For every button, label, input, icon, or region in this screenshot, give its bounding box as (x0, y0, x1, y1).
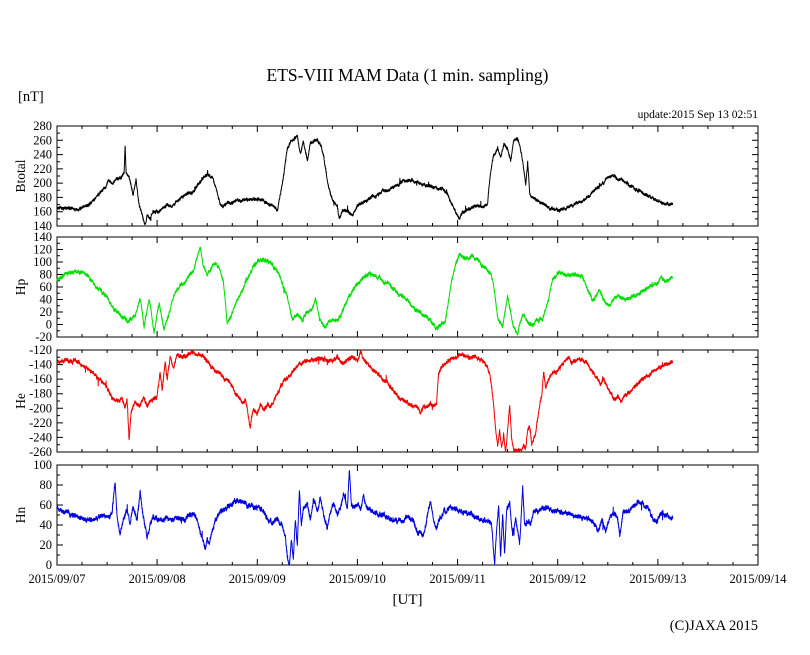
x-tick-label: 2015/09/12 (529, 572, 586, 586)
y-tick-label: 80 (40, 478, 53, 492)
x-tick-label: 2015/09/07 (29, 572, 86, 586)
ticks-He (56, 349, 759, 453)
y-tick-label: -220 (29, 416, 52, 430)
y-tick-label: -180 (29, 387, 52, 401)
panel-frame-Btotal (56, 125, 759, 227)
y-axis-title-He: He (13, 393, 28, 409)
ticks-Btotal (56, 125, 759, 227)
y-axis-title-Hp: Hp (13, 279, 28, 296)
y-tick-label: 20 (40, 305, 53, 319)
y-tick-label: -260 (29, 445, 52, 459)
y-tick-label: 80 (40, 268, 53, 282)
y-tick-label: -160 (29, 372, 52, 386)
y-tick-label: 140 (33, 219, 52, 233)
y-tick-label: 60 (40, 498, 53, 512)
y-tick-label: 40 (40, 293, 53, 307)
y-unit-label: [nT] (18, 89, 44, 105)
Btotal-series-line (56, 134, 674, 226)
y-tick-label: 0 (46, 558, 52, 572)
y-tick-label: 200 (33, 176, 52, 190)
y-tick-label: 100 (33, 458, 52, 472)
y-tick-label: -140 (29, 358, 52, 372)
x-tick-label: 2015/09/08 (129, 572, 186, 586)
Hn-series-line (56, 470, 674, 566)
y-tick-label: -20 (35, 330, 52, 344)
y-tick-label: -200 (29, 401, 52, 415)
y-tick-label: 220 (33, 162, 52, 176)
Hp-series-line (56, 246, 674, 336)
y-tick-label: -120 (29, 343, 52, 357)
x-tick-label: 2015/09/14 (730, 572, 788, 586)
x-tick-label: 2015/09/09 (229, 572, 286, 586)
He-series-line (56, 350, 674, 453)
y-tick-label: 60 (40, 280, 53, 294)
y-tick-label: 240 (33, 148, 52, 162)
y-tick-label: 180 (33, 190, 52, 204)
y-tick-label: 140 (33, 230, 52, 244)
y-tick-label: 160 (33, 205, 52, 219)
y-tick-label: 100 (33, 255, 52, 269)
ticks-Hp (56, 236, 759, 338)
update-timestamp: update:2015 Sep 13 02:51 (637, 109, 758, 121)
x-tick-label: 2015/09/10 (329, 572, 386, 586)
x-tick-label: 2015/09/11 (429, 572, 485, 586)
y-tick-label: 120 (33, 243, 52, 257)
y-tick-label: 280 (33, 119, 52, 133)
y-tick-label: -240 (29, 430, 52, 444)
chart-title: ETS-VIII MAM Data (1 min. sampling) (266, 65, 549, 85)
copyright-label: (C)JAXA 2015 (669, 618, 758, 634)
ticks-Hn (56, 464, 759, 566)
y-tick-label: 260 (33, 133, 52, 147)
y-tick-label: 0 (46, 318, 52, 332)
x-tick-label: 2015/09/13 (629, 572, 686, 586)
y-tick-label: 40 (40, 518, 53, 532)
x-axis-label: [UT] (392, 592, 423, 608)
y-axis-title-Hn: Hn (13, 507, 28, 524)
y-tick-label: 20 (40, 538, 53, 552)
y-axis-title-Btotal: Btotal (13, 159, 28, 192)
